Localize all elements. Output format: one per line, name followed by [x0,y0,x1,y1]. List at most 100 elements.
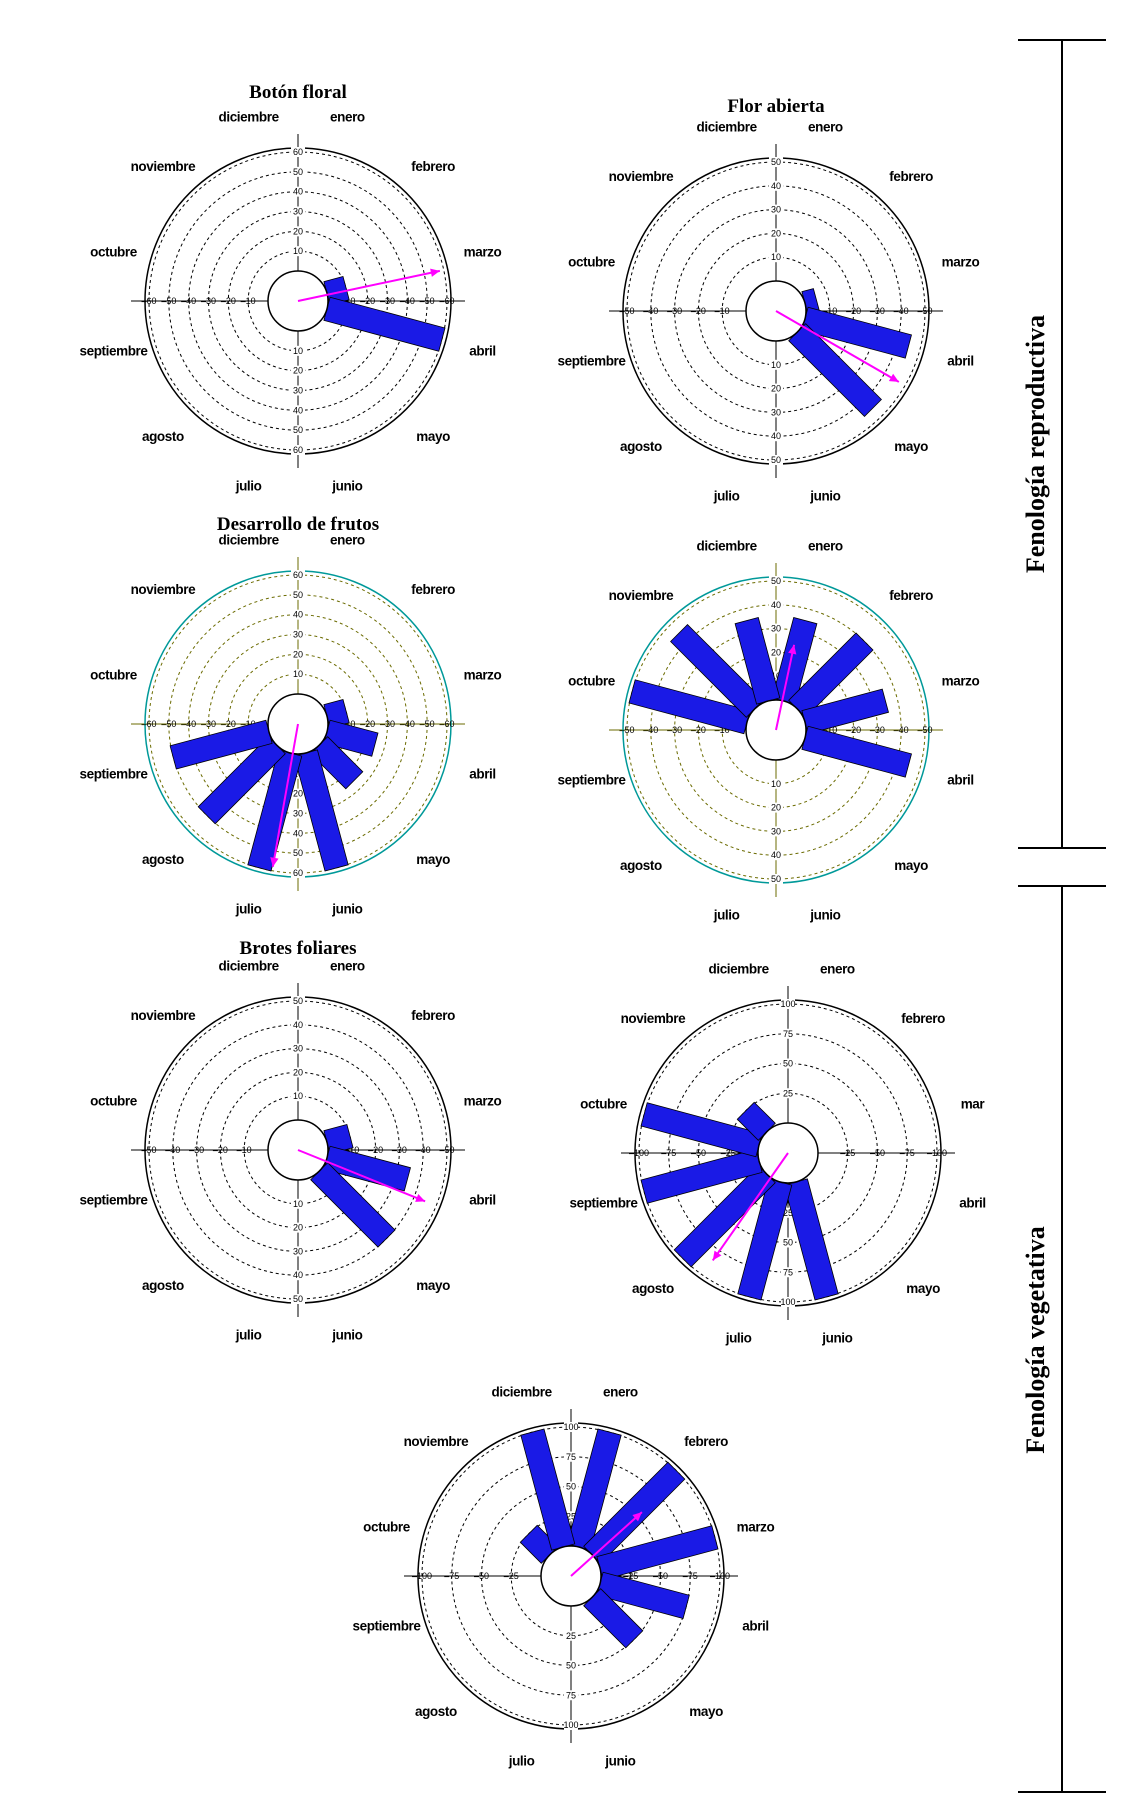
month-label-1: febrero [901,1011,945,1026]
rose-chart-boton-floral: Botón floral1010–10–102020–20–203030–30–… [79,82,501,494]
tick-label: –50 [917,725,932,735]
tick-label-bg [291,1270,305,1281]
tick-label: 30 [293,1044,303,1054]
month-label-3: abril [947,353,974,368]
tick-label: –40 [643,306,658,316]
radial-gridline [626,161,926,461]
tick-label: –50 [870,1148,885,1158]
tick-label: 30 [771,407,781,417]
tick-label: –75 [683,1571,698,1581]
month-label-11: diciembre [219,110,280,125]
tick-label: 30 [771,624,781,634]
radial-gridline [148,1000,448,1300]
tick-label: 40 [293,187,303,197]
month-label-10: noviembre [404,1434,470,1449]
tick-label-bg [291,425,305,436]
month-label-4: mayo [906,1281,940,1296]
tick-label: –50 [439,1145,454,1155]
tick-label: –20 [213,1145,228,1155]
tick-label-bg [769,826,783,837]
month-label-7: agosto [632,1281,674,1296]
tick-label-bg [291,669,305,680]
tick-label-bg [769,455,783,465]
tick-label: 25 [783,1208,793,1218]
chart-title: Flor abierta [727,96,825,117]
month-label-1: febrero [411,159,455,174]
tick-label-bg [291,445,305,455]
tick-label: 30 [293,1246,303,1256]
month-label-0: enero [330,110,365,125]
tick-label: 10 [293,769,303,779]
tick-label: 25 [566,1631,576,1641]
month-label-6: julio [235,479,262,494]
tick-label: –50 [653,1571,668,1581]
tick-label: –30 [380,296,395,306]
month-label-10: noviembre [131,582,197,597]
tick-label-bg [291,1246,305,1257]
tick-label: –10 [822,725,837,735]
month-label-8: septiembre [557,772,626,787]
tick-label: 40 [293,828,303,838]
month-label-7: agosto [142,1278,184,1293]
mean-vector [775,644,796,731]
tick-label: –40 [894,725,909,735]
tick-label: –20 [368,1145,383,1155]
radial-gridline [148,574,448,874]
vegetative-section-label: Fenología vegetativa [1021,1226,1050,1453]
tick-label: 20 [771,384,781,394]
tick-label: –75 [444,1571,459,1581]
tick-label-bg [291,848,305,859]
tick-label: 20 [771,647,781,657]
tick-label: 75 [783,1029,793,1039]
tick-label-bg [291,828,305,839]
tick-label: 20 [293,789,303,799]
mean-vector [570,1511,643,1577]
tick-label: –30 [201,719,216,729]
tick-label-bg [769,157,783,167]
chart-title: Botón floral [249,82,347,103]
month-label-6: julio [713,908,740,923]
rose-chart-hojas-maduras: 25 25 –25 –25 50 50 –50 –50 75 75 –75 –75 100 100 –100… [352,1385,774,1769]
rose-chart-frutos-maduros: 10 10 –10 –10 20 20 –20 –20 30 30 –30 –30 40 40 –40 –40… [557,539,979,923]
tick-label-bg [769,874,783,884]
tick-label-bg [291,147,305,157]
tick-label: 75 [566,1452,576,1462]
tick-label: –40 [416,1145,431,1155]
month-label-6: julio [235,902,262,917]
tick-label-bg [564,1690,578,1701]
tick-label-bg [564,1660,578,1671]
tick-label-bg [291,206,305,217]
tick-label: –25 [623,1571,638,1581]
tick-label: –20 [691,306,706,316]
tick-label: 30 [293,630,303,640]
tick-label-bg [781,1267,795,1278]
tick-label: 20 [771,803,781,813]
tick-label: –10 [340,296,355,306]
tick-label: –40 [643,725,658,735]
tick-label-bg [291,808,305,819]
month-label-11: diciembre [219,959,280,974]
tick-label-bg [564,1511,578,1522]
tick-label: 30 [293,207,303,217]
tick-label: 10 [293,1091,303,1101]
tick-label: 50 [771,576,781,586]
tick-label: –50 [161,719,176,729]
month-label-8: septiembre [79,343,148,358]
month-label-7: agosto [142,429,184,444]
month-label-9: octubre [568,255,616,270]
radial-gridline [727,1092,849,1214]
tick-label: 40 [771,600,781,610]
tick-label: –30 [380,719,395,729]
tick-label: –25 [840,1148,855,1158]
tick-label: –30 [870,725,885,735]
tick-label: –20 [360,719,375,729]
month-label-7: agosto [142,852,184,867]
tick-label: –20 [846,306,861,316]
tick-label: –25 [504,1571,519,1581]
tick-label: –30 [201,296,216,306]
vegetative-section-bracket [1018,885,1106,1793]
tick-label: 50 [783,1238,793,1248]
tick-label-bg [781,999,795,1009]
rose-chart-desarrollo-frutos: Desarrollo de frutos 10 10 –10 –10 20 20 –20 –20… [79,514,501,917]
tick-label-bg [781,1237,795,1248]
